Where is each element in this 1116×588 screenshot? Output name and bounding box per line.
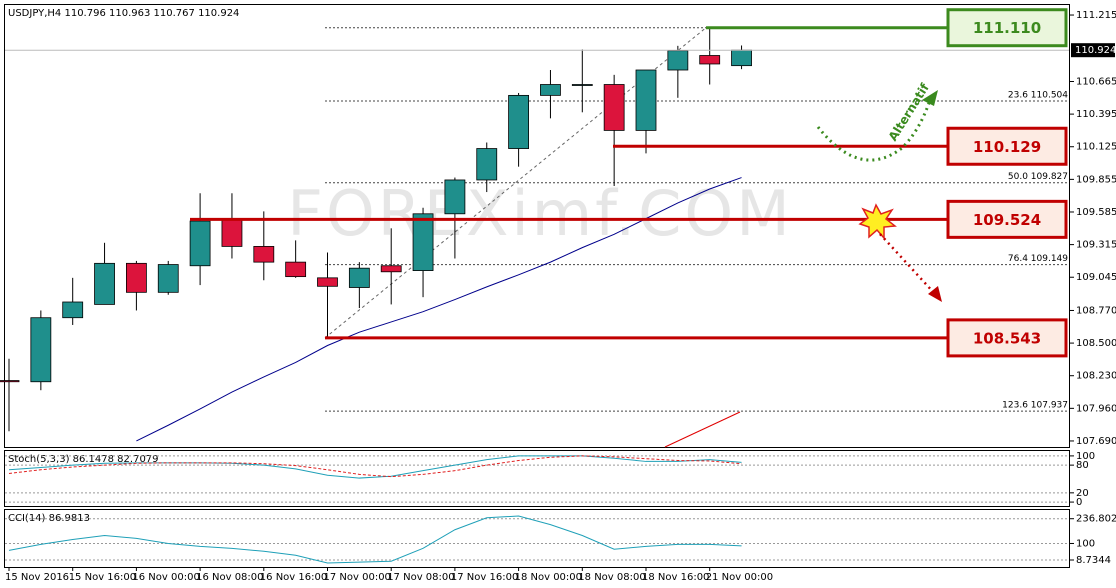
y-tick-label: 107.960: [1076, 403, 1116, 414]
candle-body: [126, 262, 147, 293]
down-arrow-head: [928, 286, 942, 302]
candle-body: [635, 69, 657, 131]
candle-body: [380, 265, 402, 273]
panel-title: Stoch(5,3,3) 86.1478 82.7079: [8, 454, 159, 465]
candle-body: [253, 246, 275, 263]
level-label: 110.129: [973, 138, 1041, 156]
x-tick-label: 16 Nov 16:00: [260, 572, 327, 583]
y-tick-label: 108.230: [1076, 371, 1116, 382]
candle-body: [508, 94, 530, 149]
y-tick-label: 110.665: [1076, 76, 1116, 87]
candle-body: [189, 220, 211, 267]
moving-average: [136, 177, 742, 442]
x-tick-label: 17 Nov 08:00: [387, 572, 454, 583]
x-tick-label: 21 Nov 00:00: [706, 572, 773, 583]
down-arrow: [879, 233, 936, 295]
y-tick-label: 109.585: [1076, 207, 1116, 218]
y-tick-label: 80: [1076, 460, 1089, 471]
fibo-label: 23.6 110.504: [1008, 90, 1068, 100]
y-tick-label: 109.045: [1076, 272, 1116, 283]
panel-title: CCI(14) 86.9813: [8, 513, 90, 524]
panel-title: USDJPY,H4 110.796 110.963 110.767 110.92…: [8, 8, 239, 19]
x-tick-label: 16 Nov 08:00: [196, 572, 263, 583]
level-box: [946, 126, 1068, 166]
x-tick-label: 16 Nov 00:00: [132, 572, 199, 583]
x-tick-label: 17 Nov 00:00: [324, 572, 391, 583]
y-tick-label: 110.395: [1076, 109, 1116, 120]
y-tick-label: 8.7344: [1076, 555, 1111, 566]
stoch-panel: [4, 450, 1070, 507]
y-tick-label: 109.315: [1076, 240, 1116, 251]
candle-body: [221, 219, 243, 247]
fibo-label: 76.4 109.149: [1008, 254, 1068, 264]
candle-body: [62, 301, 84, 319]
y-tick-label: 100: [1076, 451, 1095, 462]
y-tick-label: 111.215: [1076, 10, 1116, 21]
fibo-label: 50.0 109.827: [1008, 172, 1068, 182]
candle-body: [157, 264, 179, 293]
indicator-line: [8, 515, 742, 564]
current-price-box: [1071, 43, 1115, 58]
candle-body: [412, 213, 434, 271]
level-label: 109.524: [973, 211, 1041, 229]
indicator-line: [8, 455, 742, 478]
level-label: 111.110: [973, 19, 1041, 37]
indicator-line: [8, 455, 742, 479]
candle-body: [348, 267, 370, 288]
watermark: FOREXimf.COM: [287, 177, 792, 250]
breakout-star: [858, 203, 897, 240]
candle-body: [94, 262, 115, 305]
level-label: 108.543: [973, 329, 1041, 347]
x-tick-label: 18 Nov 08:00: [578, 572, 645, 583]
y-tick-label: 20: [1076, 488, 1089, 499]
current-price-label: 110.924: [1075, 45, 1116, 56]
x-tick-label: 15 Nov 2016: [5, 572, 69, 583]
y-tick-label: 100: [1076, 538, 1095, 549]
candle-body: [444, 179, 466, 215]
candle-body: [603, 84, 625, 131]
y-tick-label: 107.690: [1076, 436, 1116, 447]
cci-panel: [4, 509, 1070, 568]
level-box: [946, 199, 1068, 239]
x-tick-label: 18 Nov 16:00: [642, 572, 709, 583]
y-tick-label: 0: [1076, 497, 1082, 508]
x-tick-label: 18 Nov 00:00: [515, 572, 582, 583]
alt-arrow: [816, 99, 932, 162]
candle-body: [667, 50, 689, 71]
candle-body: [317, 277, 338, 287]
candle-body: [540, 84, 561, 96]
candle-body: [285, 261, 307, 278]
alt-arrow-head: [922, 90, 938, 106]
x-tick-label: 17 Nov 16:00: [451, 572, 518, 583]
candle-body: [699, 55, 721, 65]
level-box: [946, 8, 1068, 48]
plot-layer: USDJPY,H4 110.796 110.963 110.767 110.92…: [0, 8, 1116, 583]
x-tick-label: 15 Nov 16:00: [69, 572, 136, 583]
candle-body: [571, 84, 593, 86]
y-tick-label: 108.770: [1076, 305, 1116, 316]
indicator-fragment: [664, 411, 741, 448]
fibo-label: 123.6 107.937: [1002, 401, 1068, 411]
y-tick-label: 109.855: [1076, 174, 1116, 185]
candle-body: [476, 148, 498, 181]
y-tick-label: 110.125: [1076, 142, 1116, 153]
candle-body: [0, 380, 20, 383]
candle-body: [731, 49, 752, 67]
level-box: [946, 318, 1068, 358]
y-tick-label: 108.500: [1076, 338, 1116, 349]
y-tick-label: 236.8029: [1076, 514, 1116, 525]
candle-body: [30, 317, 52, 383]
